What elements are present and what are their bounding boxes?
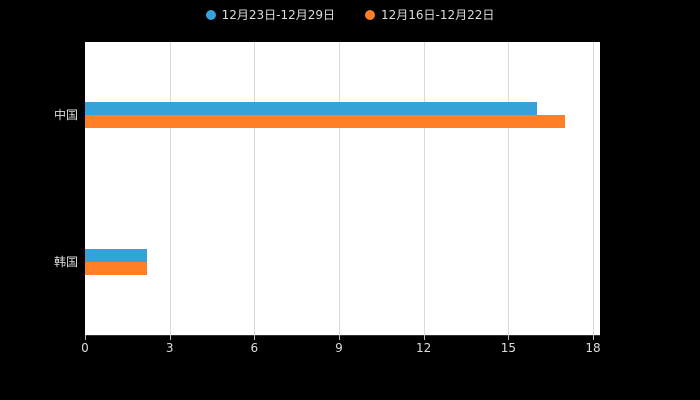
x-tick-label: 18 bbox=[585, 341, 601, 355]
legend-label: 12月23日-12月29日 bbox=[221, 8, 335, 22]
axis-tick bbox=[339, 335, 340, 340]
legend-item-dec23-29[interactable]: 12月23日-12月29日 bbox=[205, 8, 335, 22]
gridline bbox=[508, 42, 510, 335]
bar-韩国-12月23日-12月29日[interactable] bbox=[85, 248, 148, 262]
gridline bbox=[423, 42, 425, 335]
legend: 12月23日-12月29日 12月16日-12月22日 bbox=[0, 8, 700, 22]
x-tick-label: 6 bbox=[250, 341, 259, 355]
category-label: 中国 bbox=[53, 108, 78, 123]
gridline bbox=[169, 42, 171, 335]
legend-marker-icon bbox=[365, 10, 375, 20]
legend-item-dec16-22[interactable]: 12月16日-12月22日 bbox=[365, 8, 494, 22]
axis-tick bbox=[254, 335, 256, 340]
axis-tick bbox=[85, 335, 86, 340]
x-tick-label: 9 bbox=[335, 341, 343, 355]
x-tick-label: 12 bbox=[416, 341, 432, 355]
bar-中国-12月23日-12月29日[interactable] bbox=[85, 102, 537, 116]
legend-label: 12月16日-12月22日 bbox=[381, 8, 495, 22]
legend-marker-icon bbox=[205, 10, 216, 20]
axis-tick bbox=[169, 335, 171, 340]
category-label: 韩国 bbox=[53, 254, 78, 269]
x-tick-label: 0 bbox=[81, 341, 89, 355]
bar-中国-12月16日-12月22日[interactable] bbox=[85, 115, 565, 129]
x-tick-label: 3 bbox=[165, 341, 174, 355]
gridline bbox=[254, 42, 256, 335]
axis-tick bbox=[593, 335, 594, 340]
x-tick-label: 15 bbox=[500, 341, 516, 355]
gridline bbox=[593, 42, 594, 335]
gridline bbox=[339, 42, 340, 335]
axis-tick bbox=[423, 335, 425, 340]
bar-韩国-12月16日-12月22日[interactable] bbox=[85, 261, 148, 275]
plot-area bbox=[85, 42, 600, 336]
axis-tick bbox=[508, 335, 510, 340]
